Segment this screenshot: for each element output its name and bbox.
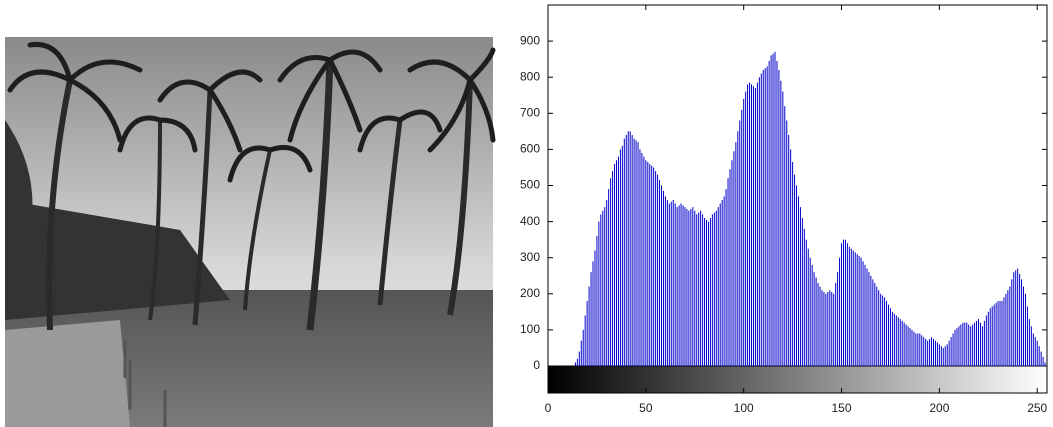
posts xyxy=(123,340,167,427)
foliage xyxy=(5,120,230,320)
y-tick-label: 700 xyxy=(520,105,540,119)
y-tick-label: 0 xyxy=(533,358,540,372)
axes-box xyxy=(547,4,1048,367)
y-tick-label: 500 xyxy=(520,178,540,192)
x-tick-label: 0 xyxy=(545,401,552,415)
y-tick-label: 600 xyxy=(520,142,540,156)
x-tick-label: 250 xyxy=(1027,401,1047,415)
x-tick-label: 200 xyxy=(929,401,949,415)
y-tick-label: 900 xyxy=(520,33,540,47)
x-tick-label: 150 xyxy=(832,401,852,415)
x-tick-label: 100 xyxy=(734,401,754,415)
path xyxy=(5,320,130,427)
y-tick-label: 100 xyxy=(520,322,540,336)
y-tick-label: 200 xyxy=(520,286,540,300)
y-tick-label: 300 xyxy=(520,250,540,264)
colorbar xyxy=(547,365,1048,394)
y-tick-label: 800 xyxy=(520,69,540,83)
y-tick-label: 400 xyxy=(520,214,540,228)
fronds xyxy=(7,41,496,183)
x-tick-label: 50 xyxy=(639,401,653,415)
trunks xyxy=(46,59,473,331)
photo xyxy=(5,37,496,427)
